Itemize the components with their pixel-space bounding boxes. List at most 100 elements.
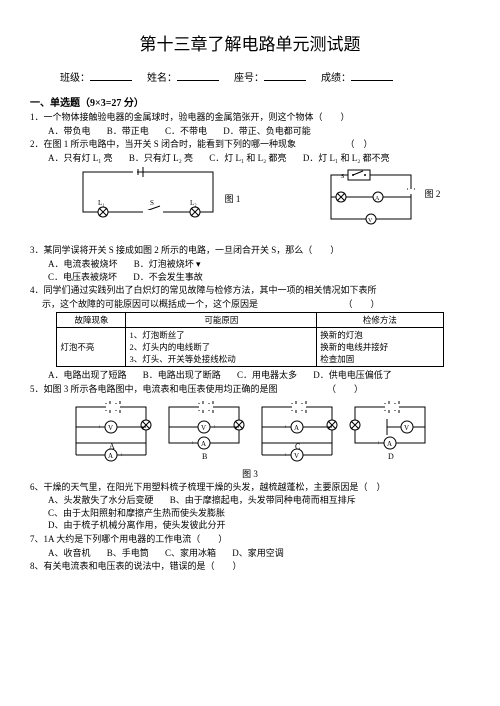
- figure-row-1-2: L₁ L₂ S 图 1: [30, 167, 470, 240]
- meta-row: 班级： 姓名： 座号： 成绩：: [30, 69, 470, 84]
- q3-text: 3．某同学误将开关 S 接成如图 2 所示的电路，一旦闭合开关 S，那么（ ）: [30, 244, 470, 257]
- q7-a: A、收音机: [48, 547, 91, 560]
- fig1-label: 图 1: [158, 192, 308, 205]
- svg-text:A: A: [201, 440, 206, 448]
- svg-text:+: +: [191, 441, 195, 447]
- svg-text:L₁: L₁: [98, 199, 105, 207]
- seat-blank[interactable]: [264, 70, 306, 81]
- q2-c: C．灯 L₁ 和 L₂ 都亮: [209, 152, 286, 165]
- q6-d: D、由于梳子机械分离作用，使头发彼此分开: [48, 519, 226, 532]
- q7-d: D、家用空调: [232, 547, 284, 560]
- svg-text:A: A: [375, 196, 380, 202]
- q4-th1: 故障现象: [57, 313, 126, 328]
- q4-r1c2b: 2、灯头内的电线断了: [129, 341, 313, 353]
- q4-text2: 示，这个故障的可能原因可以概括成一个，这个原因是 （ ）: [30, 298, 470, 311]
- q4-r1c2c: 3、灯头、开关等处接线松动: [129, 353, 313, 365]
- q3-b: B．灯泡被烧坏 ▾: [134, 258, 201, 271]
- q4-r1c1: 灯泡不亮: [57, 328, 126, 367]
- svg-text:S: S: [341, 174, 344, 180]
- circuit-c: A +− V +− C: [254, 399, 339, 464]
- q4-r1c3: 换新的灯泡 换新的电线并接好 检查加固: [317, 328, 443, 367]
- svg-text:S: S: [150, 199, 154, 207]
- circuit-a: V + − A − + A: [68, 399, 153, 464]
- fig3-label: 图 3: [30, 467, 470, 480]
- q5-circuits: V + − A − + A V − + A + −: [30, 399, 470, 464]
- q3-c: C．电压表被烧坏: [48, 271, 117, 284]
- q7-c: C、家用冰箱: [165, 547, 216, 560]
- svg-text:−: −: [399, 441, 403, 447]
- section-1-head: 一、单选题（9×3=27 分）: [30, 94, 470, 109]
- q3-a: A．电流表被烧坏: [48, 258, 118, 271]
- svg-text:+: +: [377, 441, 381, 447]
- q4-th2: 可能原因: [126, 313, 317, 328]
- q7-options: A、收音机 B、手电筒 C、家用冰箱 D、家用空调: [30, 547, 470, 560]
- page-title: 第十三章了解电路单元测试题: [30, 30, 470, 55]
- svg-text:V: V: [404, 424, 409, 432]
- q6-b: B、由于摩擦起电，头发带同种电荷而相互排斥: [170, 494, 356, 507]
- q1-c: C．不带电: [165, 125, 207, 138]
- q4-b: B．电路出现了断路: [143, 369, 221, 382]
- q1-options: A．带负电 B．带正电 C．不带电 D．带正、负电都可能: [30, 125, 470, 138]
- q4-c: C．用电器太多: [237, 369, 297, 382]
- svg-text:V: V: [294, 452, 299, 460]
- svg-text:−: −: [306, 453, 310, 459]
- q1-a: A．带负电: [48, 125, 91, 138]
- figure-1: L₁ L₂ S 图 1: [78, 167, 228, 240]
- figure-2: S A V 图 2: [323, 167, 423, 240]
- q4-th3: 检修方法: [317, 313, 443, 328]
- svg-text:−: −: [191, 425, 195, 431]
- svg-text:V: V: [201, 424, 206, 432]
- seat-label: 座号：: [234, 73, 264, 84]
- svg-text:D: D: [388, 452, 394, 461]
- q3-options: A．电流表被烧坏 B．灯泡被烧坏 ▾ C．电压表被烧坏 D．不会发生事故: [30, 258, 470, 283]
- score-blank[interactable]: [351, 70, 393, 81]
- svg-text:V: V: [368, 218, 373, 224]
- q2-b: B．只有灯 L₂ 亮: [129, 152, 193, 165]
- q4-r1c3b: 换新的电线并接好: [320, 341, 439, 353]
- q2-d: D．灯 L₁ 和 L₂ 都不亮: [303, 152, 390, 165]
- class-label: 班级：: [60, 73, 90, 84]
- svg-text:+: +: [284, 425, 288, 431]
- svg-text:−: −: [98, 453, 102, 459]
- class-blank[interactable]: [90, 70, 132, 81]
- q4-options: A．电路出现了短路 B．电路出现了断路 C．用电器太多 D．供电电压偏低了: [30, 369, 470, 382]
- circuit-d: V A + − D: [347, 399, 432, 464]
- q3-d: D．不会发生事故: [133, 271, 203, 284]
- q7-b: B、手电筒: [107, 547, 149, 560]
- name-blank[interactable]: [177, 70, 219, 81]
- q4-r1c2a: 1、灯泡断丝了: [129, 329, 313, 341]
- q4-table: 故障现象 可能原因 检修方法 灯泡不亮 1、灯泡断丝了 2、灯头内的电线断了 3…: [56, 312, 443, 367]
- q5-text: 5．如图 3 所示各电路图中，电流表和电压表使用均正确的是图 （ ）: [30, 383, 470, 396]
- svg-text:−: −: [213, 441, 217, 447]
- svg-text:V: V: [108, 424, 113, 432]
- q1-b: B．带正电: [107, 125, 149, 138]
- svg-text:A: A: [108, 452, 113, 460]
- q6-c: C、由于太阳照射和摩擦产生热而使头发膨胀: [48, 507, 225, 520]
- svg-text:−: −: [120, 425, 124, 431]
- q1-text: 1．一个物体接触验电器的金属球时，验电器的金属箔张开，则这个物体（ ）: [30, 111, 470, 124]
- svg-text:A: A: [387, 440, 392, 448]
- svg-text:A: A: [109, 442, 115, 451]
- q4-d: D．供电电压偏低了: [313, 369, 392, 382]
- svg-text:+: +: [120, 453, 124, 459]
- q4-a: A．电路出现了短路: [48, 369, 127, 382]
- q2-options: A．只有灯 L₁ 亮 B．只有灯 L₂ 亮 C．灯 L₁ 和 L₂ 都亮 D．灯…: [30, 152, 470, 165]
- q4-text: 4．同学们通过实践列出了白炽灯的常见故障与检修方法，其中一项的相关情况如下表所: [30, 284, 470, 297]
- q1-d: D．带正、负电都可能: [223, 125, 311, 138]
- svg-text:C: C: [295, 442, 300, 451]
- svg-text:+: +: [213, 425, 217, 431]
- q2-text: 2．在图 1 所示电路中，当开关 S 闭合时，能看到下列的哪一种现象 （ ）: [30, 138, 470, 151]
- fig2-label: 图 2: [383, 187, 483, 200]
- q2-a: A．只有灯 L₁ 亮: [48, 152, 113, 165]
- q4-r1c3c: 检查加固: [320, 353, 439, 365]
- svg-text:+: +: [284, 453, 288, 459]
- svg-text:−: −: [306, 425, 310, 431]
- q6-a: A、头发散失了水分后变硬: [48, 494, 154, 507]
- q7-text: 7、1A 大约是下列哪个用电器的工作电流（ ）: [30, 533, 470, 546]
- q6-options: A、头发散失了水分后变硬 B、由于摩擦起电，头发带同种电荷而相互排斥 C、由于太…: [30, 494, 470, 532]
- svg-text:+: +: [98, 425, 102, 431]
- svg-text:B: B: [202, 452, 207, 461]
- q8-text: 8、有关电流表和电压表的说法中，错误的是（ ）: [30, 560, 470, 573]
- q4-r1c3a: 换新的灯泡: [320, 329, 439, 341]
- circuit-b: V − + A + − B: [161, 399, 246, 464]
